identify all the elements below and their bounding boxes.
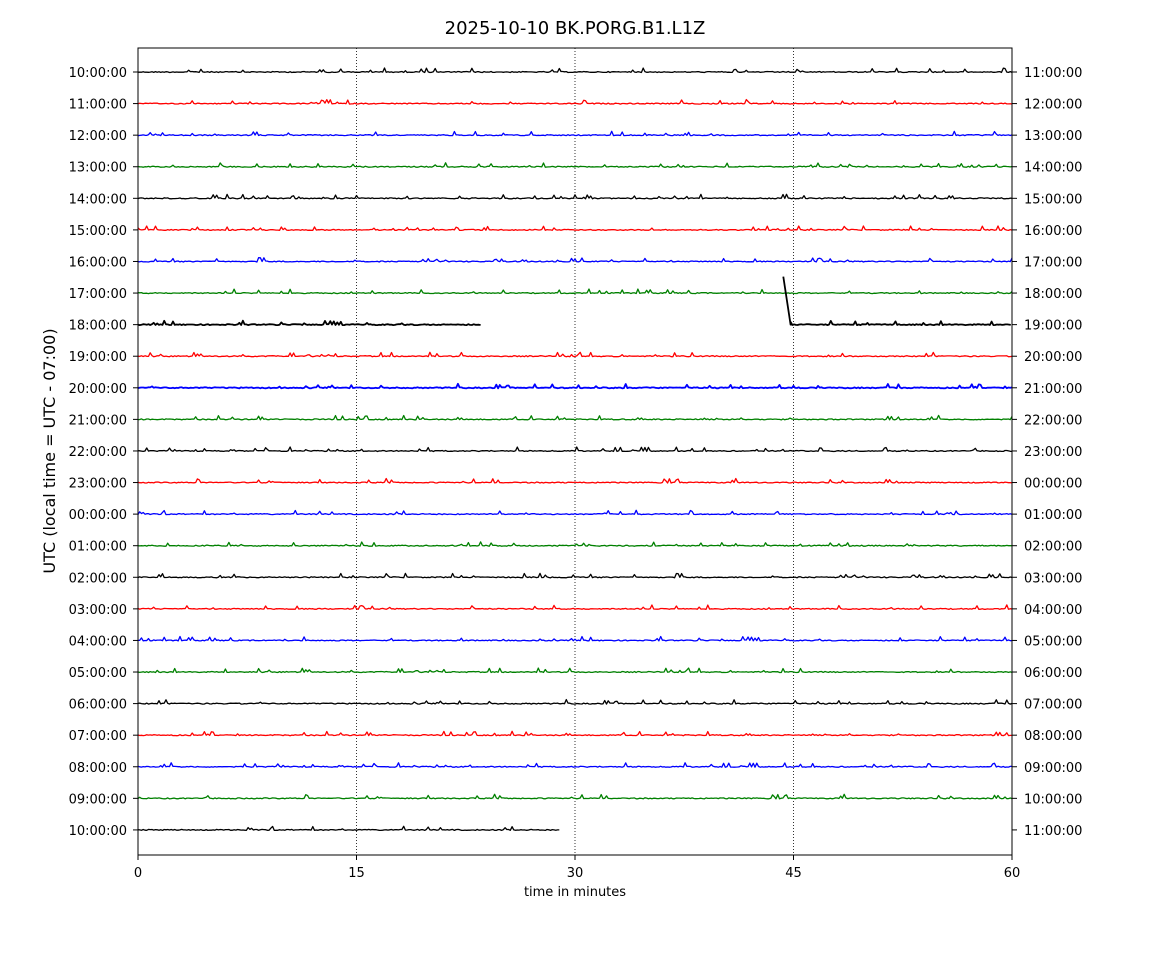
y-tick-label-right: 21:00:00 bbox=[1024, 382, 1082, 397]
trace-line-150000 bbox=[137, 225, 1013, 232]
y-tick-label-right: 01:00:00 bbox=[1024, 508, 1082, 523]
y-tick-label-left: 10:00:00 bbox=[69, 824, 127, 839]
y-tick-label-right: 11:00:00 bbox=[1024, 824, 1082, 839]
y-tick-label-left: 10:00:00 bbox=[69, 66, 127, 81]
y-tick-label-left: 13:00:00 bbox=[69, 161, 127, 176]
y-tick-label-right: 13:00:00 bbox=[1024, 129, 1082, 144]
trace-line-230000 bbox=[137, 477, 1013, 484]
x-tick-label: 45 bbox=[785, 866, 802, 881]
trace-line-210000 bbox=[137, 414, 1013, 421]
trace-line-220000 bbox=[137, 446, 1013, 453]
y-tick-label-left: 20:00:00 bbox=[69, 382, 127, 397]
trace-line-030000 bbox=[137, 604, 1013, 611]
y-tick-label-left: 08:00:00 bbox=[69, 761, 127, 776]
y-tick-label-right: 00:00:00 bbox=[1024, 477, 1082, 492]
y-tick-label-right: 03:00:00 bbox=[1024, 571, 1082, 586]
y-tick-label-right: 11:00:00 bbox=[1024, 66, 1082, 81]
trace-line-040000 bbox=[137, 635, 1013, 642]
x-tick-label: 0 bbox=[134, 866, 142, 881]
x-tick-label: 60 bbox=[1004, 866, 1021, 881]
y-tick-label-right: 07:00:00 bbox=[1024, 698, 1082, 713]
trace-line-010000 bbox=[137, 541, 1012, 547]
y-tick-label-right: 04:00:00 bbox=[1024, 603, 1082, 618]
y-tick-label-left: 01:00:00 bbox=[69, 540, 127, 555]
trace-line-160000 bbox=[137, 257, 1013, 263]
y-tick-label-right: 10:00:00 bbox=[1024, 792, 1082, 807]
y-tick-label-right: 17:00:00 bbox=[1024, 255, 1082, 270]
y-tick-label-right: 02:00:00 bbox=[1024, 540, 1082, 555]
x-axis-label: time in minutes bbox=[524, 885, 626, 900]
y-tick-label-right: 23:00:00 bbox=[1024, 445, 1082, 460]
y-tick-label-right: 22:00:00 bbox=[1024, 413, 1082, 428]
y-tick-label-right: 19:00:00 bbox=[1024, 319, 1082, 334]
trace-line-120000 bbox=[137, 130, 1013, 137]
trace-line-070000 bbox=[137, 730, 1012, 737]
trace-line-130000 bbox=[137, 162, 1013, 168]
trace-line-180000 bbox=[782, 276, 1011, 326]
y-tick-label-left: 22:00:00 bbox=[69, 445, 127, 460]
y-tick-label-right: 20:00:00 bbox=[1024, 350, 1082, 365]
y-tick-label-left: 06:00:00 bbox=[69, 698, 127, 713]
trace-line-080000 bbox=[137, 762, 1013, 768]
traces bbox=[137, 67, 1013, 832]
y-tick-label-left: 02:00:00 bbox=[69, 571, 127, 586]
y-tick-label-right: 12:00:00 bbox=[1024, 98, 1082, 113]
y-tick-label-left: 07:00:00 bbox=[69, 729, 127, 744]
y-tick-label-left: 21:00:00 bbox=[69, 413, 127, 428]
y-tick-label-left: 03:00:00 bbox=[69, 603, 127, 618]
y-axis-label: UTC (local time = UTC - 07:00) bbox=[40, 328, 59, 573]
y-tick-label-left: 19:00:00 bbox=[69, 350, 127, 365]
trace-line-100000 bbox=[137, 825, 560, 832]
trace-line-170000 bbox=[137, 288, 1013, 295]
y-tick-label-right: 09:00:00 bbox=[1024, 761, 1082, 776]
x-tick-label: 30 bbox=[567, 866, 584, 881]
y-tick-label-left: 23:00:00 bbox=[69, 477, 127, 492]
trace-line-190000 bbox=[137, 351, 1013, 358]
y-tick-label-left: 05:00:00 bbox=[69, 666, 127, 681]
trace-line-180000 bbox=[137, 319, 481, 326]
trace-line-200000 bbox=[137, 382, 1013, 390]
y-tick-label-left: 00:00:00 bbox=[69, 508, 127, 523]
y-tick-label-left: 04:00:00 bbox=[69, 634, 127, 649]
trace-line-090000 bbox=[137, 793, 1013, 800]
trace-line-110000 bbox=[137, 98, 1013, 105]
y-tick-label-left: 11:00:00 bbox=[69, 98, 127, 113]
y-ticks: 10:00:00 11:00:00 11:00:00 12:00:00 12:00:00… bbox=[69, 66, 1083, 839]
y-tick-label-right: 15:00:00 bbox=[1024, 192, 1082, 207]
y-tick-label-right: 05:00:00 bbox=[1024, 634, 1082, 649]
y-tick-label-right: 18:00:00 bbox=[1024, 287, 1082, 302]
trace-line-000000 bbox=[137, 509, 1013, 516]
chart-title: 2025-10-10 BK.PORG.B1.L1Z bbox=[445, 18, 706, 39]
y-tick-label-left: 15:00:00 bbox=[69, 224, 127, 239]
x-tick-label: 15 bbox=[348, 866, 365, 881]
y-tick-label-left: 09:00:00 bbox=[69, 792, 127, 807]
y-tick-label-right: 14:00:00 bbox=[1024, 161, 1082, 176]
y-tick-label-left: 17:00:00 bbox=[69, 287, 127, 302]
trace-line-020000 bbox=[137, 572, 1013, 579]
y-tick-label-left: 18:00:00 bbox=[69, 319, 127, 334]
y-tick-label-left: 16:00:00 bbox=[69, 255, 127, 270]
y-tick-label-right: 16:00:00 bbox=[1024, 224, 1082, 239]
y-tick-label-right: 06:00:00 bbox=[1024, 666, 1082, 681]
trace-line-100000 bbox=[137, 67, 1013, 74]
gridlines bbox=[356, 48, 794, 855]
y-tick-label-left: 12:00:00 bbox=[69, 129, 127, 144]
y-tick-label-left: 14:00:00 bbox=[69, 192, 127, 207]
trace-line-060000 bbox=[137, 698, 1013, 705]
y-tick-label-right: 08:00:00 bbox=[1024, 729, 1082, 744]
trace-line-140000 bbox=[137, 193, 1013, 200]
x-ticks: 0 15 30 45 60 bbox=[134, 855, 1020, 881]
trace-line-050000 bbox=[137, 667, 1013, 674]
